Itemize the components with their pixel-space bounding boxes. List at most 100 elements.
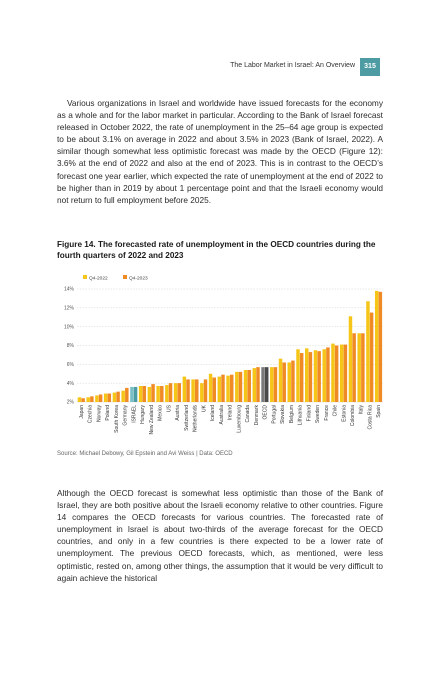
bar-chile-q4-2022	[331, 343, 335, 402]
bar-hungary-q4-2022	[138, 385, 143, 402]
bar-italy-q4-2022	[357, 333, 361, 402]
bar-south-korea-q4-2023	[116, 391, 120, 402]
bar-colombia-q4-2022	[348, 316, 353, 402]
bar-estonia-q4-2022	[339, 344, 344, 402]
x-tick-label: New Zealand	[149, 405, 155, 435]
bar-ireland-q4-2022	[226, 375, 230, 402]
x-tick-label: France	[324, 405, 330, 421]
x-tick-label: Austria	[175, 405, 181, 421]
bar-oecd-q4-2022	[261, 367, 265, 402]
x-tick-label: UK	[201, 404, 207, 412]
y-tick-label: 4%	[67, 381, 75, 387]
bar-belgium-q4-2023	[291, 360, 295, 402]
bar-slovakia-q4-2023	[282, 362, 286, 402]
bar-portugal-q4-2023	[273, 367, 278, 402]
x-tick-label: US	[166, 404, 172, 412]
bar-switzerland-q4-2022	[182, 376, 187, 402]
bar-denmark-q4-2022	[252, 368, 257, 402]
unemployment-chart: Q4-2022 Q4-2023 2% 4% 6% 8% 10% 12% 14% Japan Czec…	[57, 268, 387, 446]
bar-australia-q4-2023	[221, 374, 225, 402]
bar-norway-q4-2022	[95, 395, 99, 402]
legend-label-1: Q4-2022	[89, 275, 108, 281]
bar-us-q4-2022	[165, 385, 169, 402]
x-tick-label: OECD	[263, 405, 269, 420]
bar-luxembourg-q4-2023	[238, 371, 243, 402]
bar-oecd-q4-2023	[264, 367, 269, 402]
bar-japan-q4-2022	[77, 397, 82, 402]
x-tick-label: Czechia	[88, 405, 94, 423]
x-tick-label: Norway	[96, 405, 102, 422]
x-tick-label: Estonia	[341, 405, 347, 422]
bar-slovakia-q4-2022	[278, 358, 283, 402]
x-tick-label: Chile	[333, 405, 339, 417]
running-title: The Labor Market in Israel: An Overview	[230, 62, 355, 69]
bar-chile-q4-2023	[334, 345, 339, 402]
x-tick-label: Colombia	[350, 405, 356, 426]
x-tick-label: Costa Rica	[367, 405, 373, 430]
x-tick-label: Belgium	[289, 405, 295, 423]
x-tick-label: Denmark	[254, 405, 260, 426]
bar-iceland-q4-2022	[208, 373, 213, 402]
bar-ireland-q4-2023	[230, 374, 234, 402]
bar-uk-q4-2022	[200, 383, 204, 402]
bar-canada-q4-2022	[243, 369, 248, 402]
bar-czechia-q4-2022	[86, 397, 90, 402]
bar-luxembourg-q4-2022	[235, 371, 239, 402]
bar-austria-q4-2023	[177, 383, 182, 402]
bar-france-q4-2023	[326, 347, 330, 402]
x-tick-label: ISRAEL	[131, 405, 137, 423]
bar-costa-rica-q4-2023	[369, 312, 374, 402]
bar-mexico-q4-2022	[156, 385, 160, 402]
legend-label-2: Q4-2023	[129, 275, 148, 281]
bar-lithuania-q4-2022	[296, 349, 300, 402]
x-tick-label: Netherlands	[193, 405, 199, 432]
legend-swatch-1	[83, 275, 87, 279]
bar-uk-q4-2023	[203, 379, 208, 402]
x-tick-label: Australia	[219, 405, 225, 425]
bar-hungary-q4-2023	[142, 385, 147, 402]
bar-poland-q4-2022	[103, 393, 108, 402]
bar-australia-q4-2022	[217, 376, 222, 402]
x-tick-label: Poland	[105, 405, 111, 421]
bar-colombia-q4-2023	[352, 333, 356, 402]
x-tick-label: Iceland	[210, 405, 216, 421]
bar-iceland-q4-2023	[212, 377, 216, 402]
bar-switzerland-q4-2023	[186, 379, 190, 402]
bar-germany-q4-2022	[121, 390, 125, 402]
legend-swatch-2	[123, 275, 127, 279]
bar-new-zealand-q4-2022	[147, 386, 152, 402]
chart-svg: Q4-2022 Q4-2023 2% 4% 6% 8% 10% 12% 14% Japan Czec…	[64, 275, 383, 435]
bar-spain-q4-2023	[378, 291, 383, 402]
bar-france-q4-2022	[322, 349, 326, 402]
x-tick-label: Sweden	[315, 405, 321, 423]
x-tick-label: Ireland	[228, 405, 234, 421]
bar-austria-q4-2022	[173, 383, 178, 402]
x-tick-label: Mexico	[158, 405, 164, 421]
bar-norway-q4-2023	[98, 394, 103, 402]
bar-germany-q4-2023	[125, 387, 129, 402]
x-tick-label: Hungary	[140, 405, 146, 424]
y-tick-label: 2%	[67, 400, 75, 406]
bar-new-zealand-q4-2023	[151, 384, 155, 402]
bar-sweden-q4-2023	[317, 351, 321, 402]
bar-mexico-q4-2023	[160, 385, 164, 402]
bar-israel-q4-2022	[130, 386, 134, 402]
bar-italy-q4-2023	[361, 333, 365, 402]
bar-netherlands-q4-2022	[191, 379, 195, 402]
bar-us-q4-2023	[168, 383, 173, 402]
figure-source: Source: Michael Debowy, Gil Epstein and …	[57, 451, 233, 457]
y-tick-label: 14%	[64, 287, 75, 293]
y-tick-label: 8%	[67, 343, 75, 349]
bar-denmark-q4-2023	[256, 367, 260, 402]
x-tick-label: Canada	[245, 405, 251, 423]
bar-canada-q4-2023	[247, 369, 251, 402]
bar-czechia-q4-2023	[90, 396, 94, 402]
x-tick-label: Lithuania	[298, 405, 304, 426]
bar-finland-q4-2022	[305, 348, 309, 402]
x-tick-label: Spain	[376, 405, 382, 418]
bar-portugal-q4-2022	[270, 367, 274, 402]
x-tick-label: South Korea	[114, 405, 120, 433]
x-tick-label: Finland	[306, 405, 312, 422]
bar-costa-rica-q4-2022	[366, 301, 370, 402]
bar-south-korea-q4-2022	[112, 392, 117, 402]
